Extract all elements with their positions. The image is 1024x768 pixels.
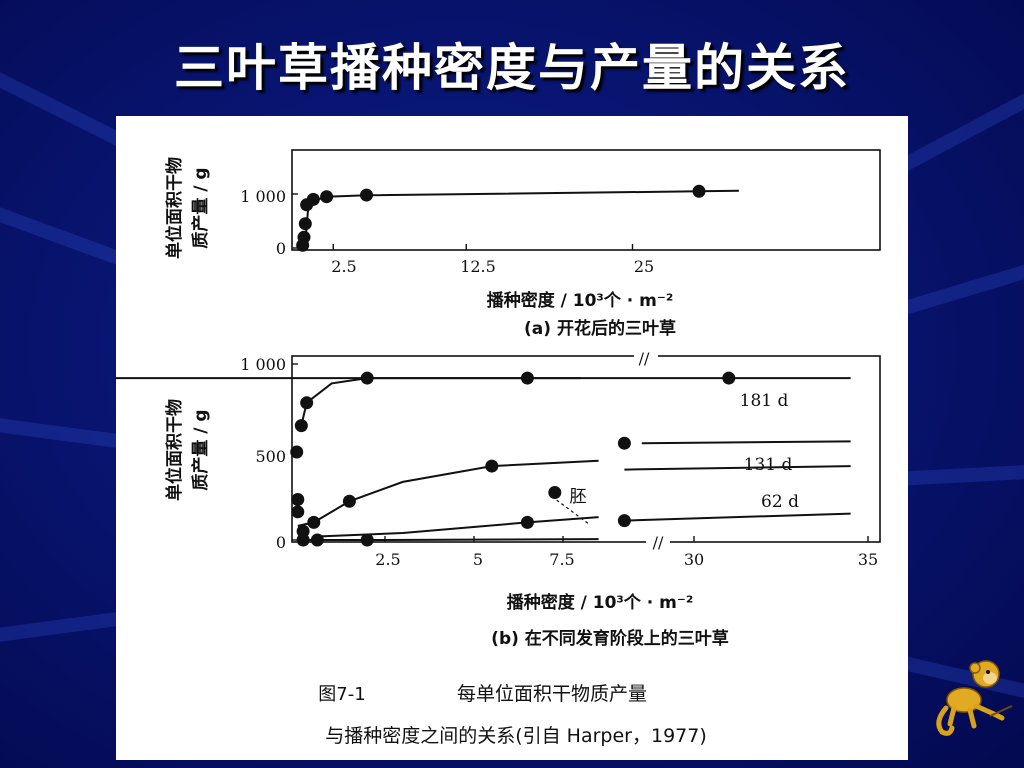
series-label-62d: 62 d bbox=[761, 492, 799, 512]
chart-b-top-break-gap bbox=[634, 352, 658, 360]
chart-a-ytick-labels: 1 000 0 bbox=[240, 187, 286, 258]
chart-a-panel-label: (a) 开花后的三叶草 bbox=[524, 318, 676, 339]
chart-b-ytick-label: 0 bbox=[276, 533, 286, 552]
chart-b-point-series-0 bbox=[300, 396, 314, 410]
caption-line2: 与播种密度之间的关系(引自 Harper，1977) bbox=[325, 725, 707, 747]
chart-b-curve bbox=[624, 465, 851, 471]
chart-b-xlabel: 播种密度 / 10³个 · m⁻² bbox=[507, 592, 694, 613]
chart-b-series-labels: 181 d 131 d 62 d bbox=[740, 391, 799, 512]
chart-a-point bbox=[298, 217, 312, 231]
chart-a-ylabel: 单位面积干物 质产量 / g bbox=[164, 157, 211, 259]
chart-b-xtick-label: 2.5 bbox=[375, 550, 400, 569]
chart-b-point-series-0 bbox=[520, 371, 534, 385]
chart-b-point-series-0 bbox=[294, 419, 308, 433]
chart-b-point-series-1 bbox=[485, 459, 499, 473]
chart-a-xlabel: 播种密度 / 10³个 · m⁻² bbox=[487, 290, 674, 311]
chart-b-point-series-2 bbox=[296, 533, 310, 547]
slide-title: 三叶草播种密度与产量的关系 bbox=[174, 39, 850, 97]
chart-a-xtick-label: 25 bbox=[634, 257, 654, 276]
chart-b-bottom-break-mark: // bbox=[653, 533, 664, 552]
chart-b-point-series-1 bbox=[307, 515, 321, 529]
chart-b-top-break-mark: // bbox=[639, 349, 650, 368]
chart-b-ylabel-line2: 质产量 / g bbox=[190, 409, 211, 490]
chart-a: 单位面积干物 质产量 / g 1 000 0 2.5 12.5 25 播种密度 … bbox=[164, 149, 881, 339]
series-label-181d: 181 d bbox=[740, 391, 789, 411]
chart-b-point-series-1 bbox=[548, 485, 562, 499]
chart-b-curve bbox=[303, 538, 599, 541]
chart-b-point-series-1 bbox=[617, 436, 631, 450]
chart-b-xtick-label: 5 bbox=[473, 550, 483, 569]
chart-b-point-series-2 bbox=[291, 505, 305, 519]
chart-b-xtick-label: 7.5 bbox=[549, 550, 574, 569]
chart-b-curve bbox=[300, 377, 581, 426]
chart-a-point bbox=[320, 190, 334, 204]
chart-b-curve bbox=[317, 516, 599, 538]
chart-b-frame bbox=[291, 355, 881, 543]
chart-a-point bbox=[360, 188, 373, 202]
annotation-embryo: 胚 bbox=[570, 487, 587, 507]
chart-b-ytick-label: 1 000 bbox=[240, 355, 286, 374]
chart-a-point bbox=[297, 230, 311, 244]
chart-a-ylabel-line2: 质产量 / g bbox=[190, 167, 211, 248]
chart-a-xtick-labels: 2.5 12.5 25 bbox=[331, 257, 654, 276]
chart-b-ytick-labels: 1 000 500 0 bbox=[240, 355, 286, 552]
chart-b-curve bbox=[641, 440, 851, 445]
monkey-icon bbox=[936, 660, 1013, 736]
chart-a-marks bbox=[292, 184, 739, 252]
chart-b-ylabel: 单位面积干物 质产量 / g bbox=[164, 399, 211, 501]
chart-b-xtick-labels: 2.5 5 7.5 30 35 bbox=[375, 550, 878, 569]
chart-b-panel-label: (b) 在不同发育阶段上的三叶草 bbox=[491, 628, 729, 649]
chart-b-point-series-2 bbox=[310, 533, 324, 547]
chart-b-marks bbox=[116, 363, 869, 547]
chart-b-bottom-break-gap bbox=[646, 536, 670, 546]
caption-line1: 每单位面积干物质产量 bbox=[457, 683, 647, 705]
figure: 单位面积干物 质产量 / g 1 000 0 2.5 12.5 25 播种密度 … bbox=[116, 149, 881, 747]
chart-a-ytick-label: 0 bbox=[276, 239, 286, 258]
figure-panel: 单位面积干物 质产量 / g 1 000 0 2.5 12.5 25 播种密度 … bbox=[116, 116, 908, 760]
chart-a-point bbox=[692, 184, 706, 198]
annotation-pointer bbox=[555, 499, 589, 524]
chart-a-frame bbox=[291, 149, 881, 251]
chart-a-ytick-label: 1 000 bbox=[240, 187, 286, 206]
chart-b-point-series-0 bbox=[360, 371, 374, 385]
chart-a-ylabel-line1: 单位面积干物 bbox=[164, 157, 185, 259]
chart-a-point bbox=[306, 192, 320, 206]
caption-label: 图7-1 bbox=[318, 684, 365, 705]
chart-b-point-series-0 bbox=[290, 445, 304, 459]
chart-b: // // 单位面积干物 质产量 / g 1 000 500 0 2.5 5 7… bbox=[116, 349, 881, 649]
chart-b-point-series-1 bbox=[342, 494, 356, 508]
chart-b-ylabel-line1: 单位面积干物 bbox=[164, 399, 185, 501]
chart-a-xtick-label: 12.5 bbox=[460, 257, 496, 276]
chart-b-xtick-label: 30 bbox=[684, 550, 704, 569]
series-label-131d: 131 d bbox=[744, 455, 793, 475]
chart-b-point-series-1 bbox=[291, 493, 305, 507]
chart-b-point-series-0 bbox=[722, 371, 736, 385]
chart-b-point-series-2 bbox=[617, 514, 631, 528]
chart-b-point-series-2 bbox=[360, 533, 374, 547]
chart-a-xtick-label: 2.5 bbox=[331, 257, 356, 276]
chart-b-point-series-2 bbox=[520, 515, 534, 529]
chart-b-xtick-label: 35 bbox=[858, 550, 878, 569]
chart-b-ytick-label: 500 bbox=[255, 447, 286, 466]
chart-b-curve bbox=[624, 512, 851, 522]
